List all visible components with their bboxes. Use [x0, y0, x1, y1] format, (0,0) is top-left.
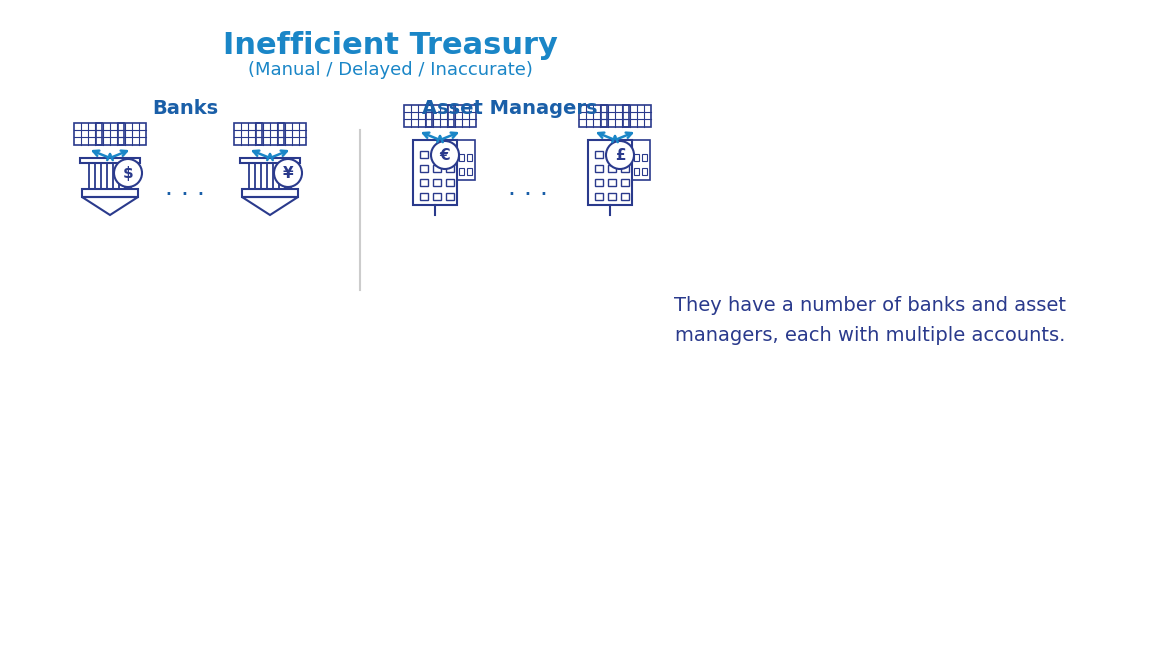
Bar [457, 140, 475, 180]
Circle shape [114, 159, 142, 187]
Bar [420, 193, 428, 200]
Bar [467, 154, 472, 161]
Bar [589, 140, 632, 205]
Circle shape [430, 141, 459, 169]
Bar [256, 123, 284, 145]
Bar [249, 163, 255, 189]
Text: Asset Managers: Asset Managers [422, 98, 598, 118]
Bar [278, 123, 306, 145]
Bar [82, 189, 138, 197]
Bar [420, 165, 428, 172]
Bar [89, 163, 95, 189]
Bar [234, 123, 262, 145]
Bar [642, 154, 647, 161]
Bar [445, 179, 454, 186]
Bar [608, 151, 616, 158]
Text: Inefficient Treasury: Inefficient Treasury [223, 31, 557, 59]
Bar [621, 165, 629, 172]
Bar [80, 158, 140, 163]
Bar [420, 151, 428, 158]
Circle shape [606, 141, 634, 169]
Bar [433, 165, 441, 172]
Bar [125, 163, 132, 189]
Bar [595, 179, 604, 186]
Text: €: € [440, 148, 450, 162]
Bar [621, 151, 629, 158]
Bar [634, 154, 639, 161]
Bar [448, 105, 475, 127]
Bar [467, 168, 472, 175]
Bar [634, 168, 639, 175]
Bar [608, 193, 616, 200]
Bar [601, 105, 629, 127]
Bar [459, 154, 464, 161]
Bar [595, 151, 604, 158]
Bar [102, 163, 107, 189]
Text: They have a number of banks and asset: They have a number of banks and asset [674, 295, 1066, 315]
Bar [433, 193, 441, 200]
Bar [623, 105, 651, 127]
Bar [96, 123, 123, 145]
Bar [632, 140, 650, 180]
Bar [113, 163, 119, 189]
Text: (Manual / Delayed / Inaccurate): (Manual / Delayed / Inaccurate) [248, 61, 532, 79]
Bar [621, 193, 629, 200]
Text: ¥: ¥ [283, 166, 293, 180]
Bar [445, 193, 454, 200]
Bar [608, 179, 616, 186]
Bar [413, 140, 457, 205]
Bar [621, 179, 629, 186]
Text: $: $ [122, 166, 134, 180]
Bar [242, 189, 298, 197]
Bar [74, 123, 102, 145]
Text: · · ·: · · · [165, 183, 205, 207]
Bar [608, 165, 616, 172]
Text: Banks: Banks [152, 98, 218, 118]
Bar [404, 105, 432, 127]
Bar [445, 151, 454, 158]
Bar [240, 158, 300, 163]
Bar [118, 123, 147, 145]
Bar [273, 163, 279, 189]
Bar [579, 105, 607, 127]
Text: £: £ [615, 148, 625, 162]
Bar [433, 179, 441, 186]
Bar [433, 151, 441, 158]
Bar [426, 105, 454, 127]
Bar [261, 163, 267, 189]
Bar [642, 168, 647, 175]
Bar [420, 179, 428, 186]
Bar [285, 163, 291, 189]
Bar [445, 165, 454, 172]
Circle shape [273, 159, 302, 187]
Text: managers, each with multiple accounts.: managers, each with multiple accounts. [675, 325, 1065, 344]
Bar [459, 168, 464, 175]
Text: · · ·: · · · [508, 183, 548, 207]
Bar [595, 193, 604, 200]
Bar [595, 165, 604, 172]
